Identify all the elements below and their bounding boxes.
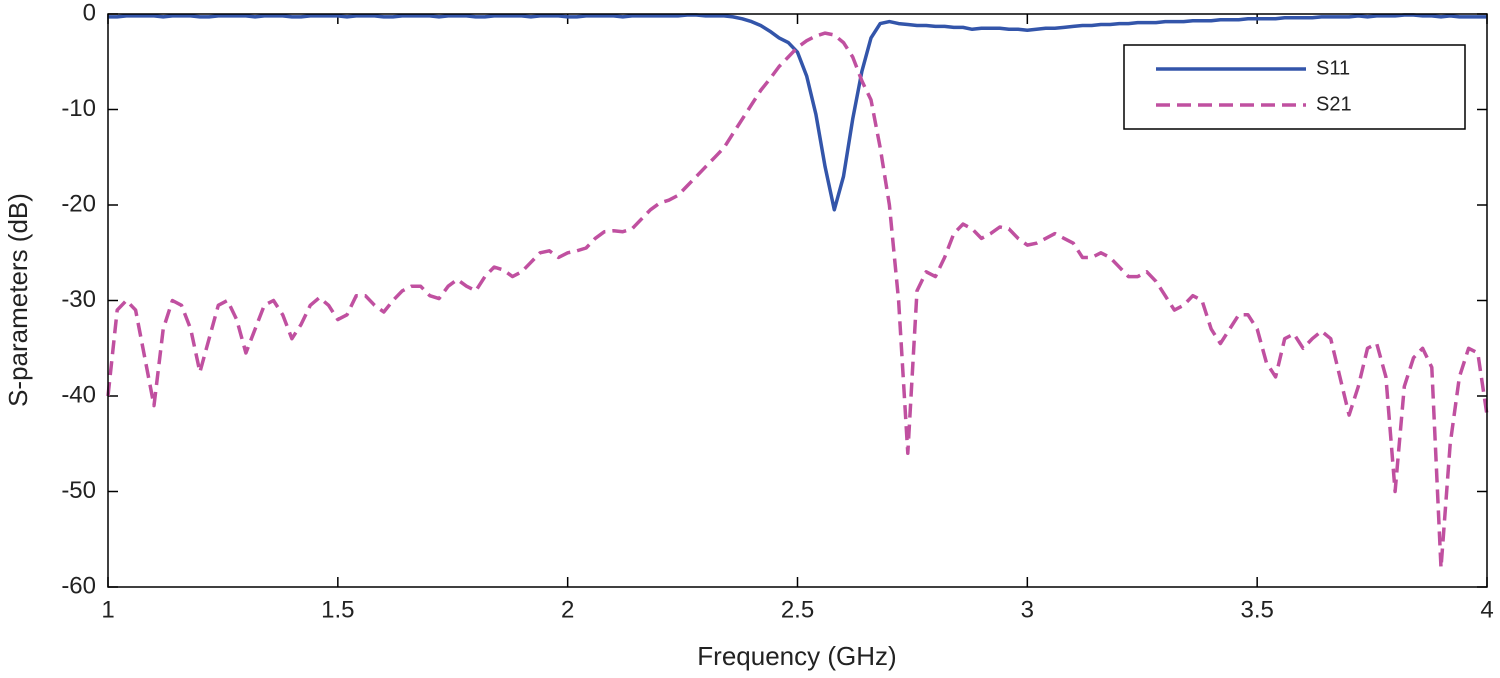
x-tick-label: 2 bbox=[561, 596, 574, 623]
x-tick-label: 3.5 bbox=[1240, 596, 1273, 623]
y-tick-label: 0 bbox=[83, 0, 96, 26]
legend-box bbox=[1123, 44, 1466, 130]
x-tick-label: 3 bbox=[1021, 596, 1034, 623]
legend-label: S11 bbox=[1316, 57, 1350, 79]
y-tick-label: -40 bbox=[61, 381, 96, 408]
x-axis-label: Frequency (GHz) bbox=[697, 641, 896, 671]
legend-label: S21 bbox=[1316, 93, 1352, 115]
x-tick-label: 2.5 bbox=[781, 596, 814, 623]
y-tick-label: -60 bbox=[61, 572, 96, 599]
y-tick-label: -20 bbox=[61, 190, 96, 217]
y-tick-label: -10 bbox=[61, 95, 96, 122]
x-tick-label: 4 bbox=[1480, 596, 1493, 623]
y-tick-label: -30 bbox=[61, 286, 96, 313]
series-line bbox=[108, 13, 1487, 212]
axes-frame bbox=[107, 13, 1488, 588]
x-tick-label: 1 bbox=[101, 596, 114, 623]
series-line bbox=[106, 31, 1489, 570]
y-tick-label: -50 bbox=[61, 477, 96, 504]
y-axis-label: S-parameters (dB) bbox=[3, 193, 33, 407]
x-tick-label: 1.5 bbox=[321, 596, 354, 623]
